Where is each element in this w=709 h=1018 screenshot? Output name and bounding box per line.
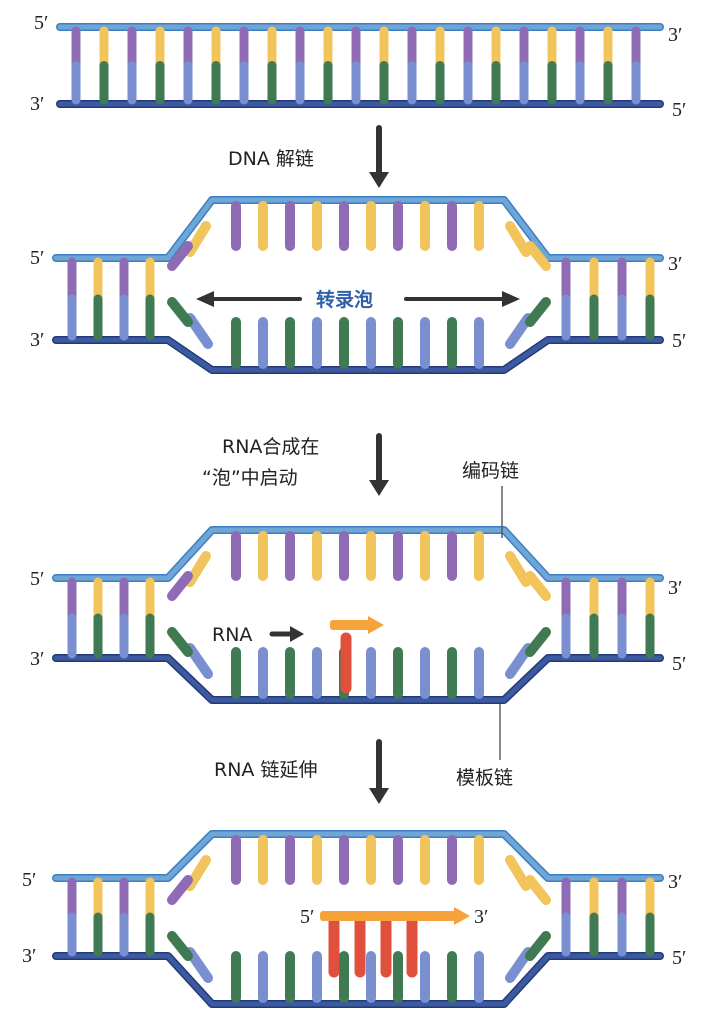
right-arrow-icon-head — [290, 626, 304, 642]
transcription-bubble-label: 转录泡 — [316, 288, 373, 311]
double-arrow-icon-left-head — [196, 291, 214, 307]
down-arrow-icon-head — [369, 788, 389, 804]
fork-base-bottom — [525, 297, 551, 327]
bottom-strand-edge — [52, 336, 664, 374]
rna-strand-bar — [320, 911, 456, 921]
p3-top-right-label: 3′ — [668, 577, 682, 599]
rna-label: RNA — [212, 624, 252, 646]
bottom-strand — [53, 655, 663, 703]
template-strand-label: 模板链 — [456, 767, 513, 789]
fork-base-top — [167, 241, 193, 271]
rna-direction-arrowhead — [454, 907, 470, 925]
fork-base-top — [525, 571, 551, 601]
fork-base-bottom — [167, 297, 193, 327]
fork-base-top — [167, 571, 193, 601]
fork-base-bottom — [505, 643, 533, 679]
step1-caption: DNA 解链 — [228, 148, 314, 170]
rna-three-prime-label: 3′ — [474, 906, 488, 928]
panel-transcription-bubble — [52, 196, 664, 374]
rna-direction-arrowhead — [368, 616, 384, 634]
p3-top-left-label: 5′ — [30, 568, 44, 590]
fork-base-bottom — [185, 947, 213, 983]
down-arrow-icon-head — [369, 172, 389, 188]
bottom-strand — [53, 337, 663, 373]
fork-base-top — [525, 875, 551, 905]
fork-base-bottom — [167, 627, 193, 657]
p4-bottom-right-label: 5′ — [672, 947, 686, 969]
panel-rna-elongation — [52, 830, 664, 1008]
fork-base-top — [525, 241, 551, 271]
annotation-overlay — [196, 125, 520, 804]
fork-base-top — [505, 221, 531, 257]
fork-base-bottom — [185, 313, 213, 349]
fork-base-bottom — [505, 947, 533, 983]
top-strand-edge — [52, 526, 664, 582]
rna-primer-bar — [330, 620, 370, 630]
p1-top-right-label: 3′ — [668, 24, 682, 46]
fork-base-top — [167, 875, 193, 905]
panel-dna-double-helix — [56, 23, 664, 108]
fork-base-bottom — [167, 931, 193, 961]
step2-caption-line1: RNA合成在 — [222, 436, 319, 458]
p3-bottom-right-label: 5′ — [672, 653, 686, 675]
fork-base-bottom — [525, 627, 551, 657]
p2-bottom-right-label: 5′ — [672, 330, 686, 352]
coding-strand-label: 编码链 — [462, 460, 519, 482]
top-strand-edge — [52, 196, 664, 262]
p2-top-right-label: 3′ — [668, 253, 682, 275]
bottom-strand-edge — [52, 654, 664, 704]
p2-top-left-label: 5′ — [30, 247, 44, 269]
p3-bottom-left-label: 3′ — [30, 648, 44, 670]
double-arrow-icon-right-head — [502, 291, 520, 307]
fork-base-bottom — [525, 931, 551, 961]
step2-caption-line2: “泡”中启动 — [202, 467, 298, 489]
top-strand-edge — [52, 830, 664, 882]
fork-base-top — [505, 551, 531, 587]
top-strand — [53, 831, 663, 881]
panel-rna-initiation — [52, 526, 664, 704]
p4-bottom-left-label: 3′ — [22, 945, 36, 967]
p4-top-left-label: 5′ — [22, 869, 36, 891]
p1-bottom-right-label: 5′ — [672, 99, 686, 121]
p2-bottom-left-label: 3′ — [30, 329, 44, 351]
down-arrow-icon-head — [369, 480, 389, 496]
fork-base-bottom — [185, 643, 213, 679]
p1-top-left-label: 5′ — [34, 12, 48, 34]
fork-base-top — [505, 855, 531, 891]
rna-five-prime-label: 5′ — [300, 906, 314, 928]
top-strand — [53, 197, 663, 261]
p4-top-right-label: 3′ — [668, 871, 682, 893]
top-strand — [53, 527, 663, 581]
step3-caption: RNA 链延伸 — [214, 759, 317, 781]
p1-bottom-left-label: 3′ — [30, 93, 44, 115]
fork-base-bottom — [505, 313, 533, 349]
